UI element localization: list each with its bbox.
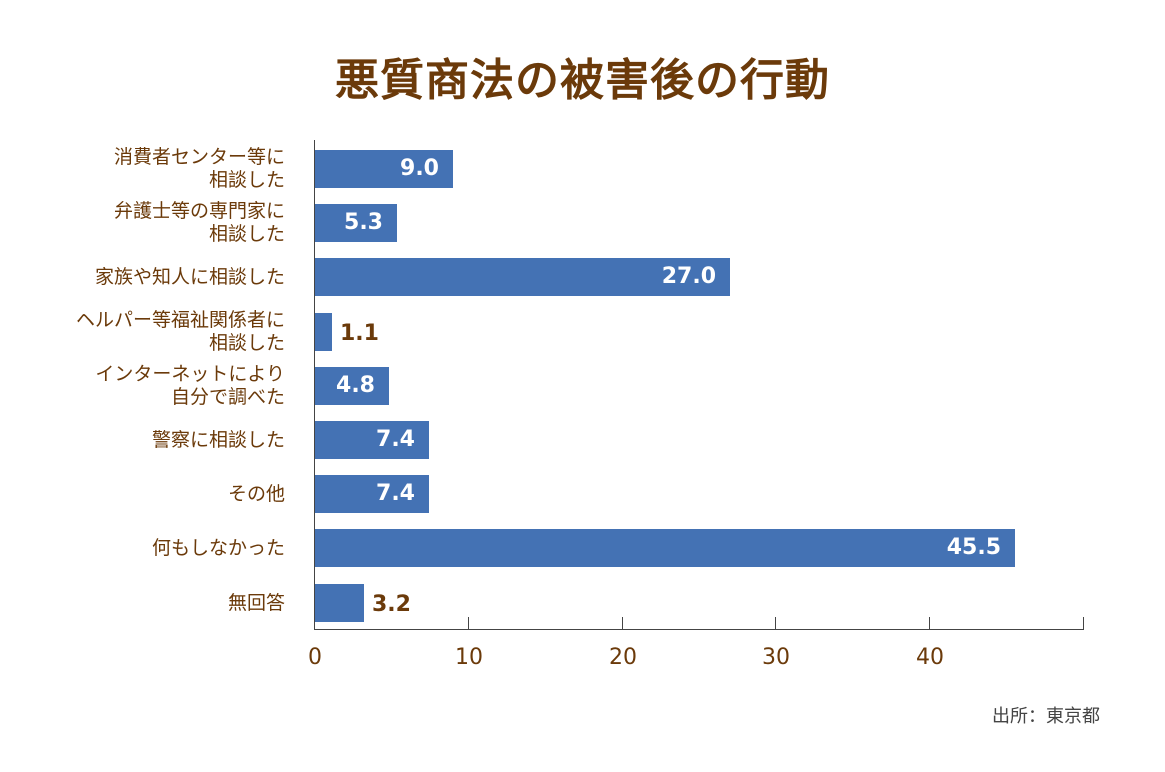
category-label: 無回答 xyxy=(227,591,285,614)
chart-title: 悪質商法の被害後の行動 xyxy=(335,55,830,106)
category-label: 何もしなかった xyxy=(151,536,285,559)
value-label: 1.1 xyxy=(340,321,379,346)
value-label: 7.4 xyxy=(376,427,415,452)
category-label: その他 xyxy=(227,482,285,505)
y-axis-line xyxy=(314,140,315,630)
bar xyxy=(315,150,453,188)
bar xyxy=(315,529,1015,567)
value-label: 4.8 xyxy=(336,373,375,398)
x-tick xyxy=(775,617,776,629)
bar xyxy=(315,584,364,622)
bar xyxy=(315,313,332,351)
bar xyxy=(315,421,429,459)
value-label: 9.0 xyxy=(400,156,439,181)
x-axis-line xyxy=(314,629,1084,630)
value-label: 27.0 xyxy=(661,264,716,289)
value-label: 45.5 xyxy=(946,535,1001,560)
x-tick xyxy=(314,617,315,629)
x-tick xyxy=(1083,617,1084,629)
x-tick-label: 30 xyxy=(762,645,790,670)
value-label: 7.4 xyxy=(376,481,415,506)
x-tick xyxy=(929,617,930,629)
x-tick xyxy=(622,617,623,629)
x-tick-label: 0 xyxy=(308,645,322,670)
x-tick-label: 40 xyxy=(916,645,944,670)
x-tick-label: 10 xyxy=(455,645,483,670)
category-label: 家族や知人に相談した xyxy=(94,265,285,288)
category-label: インターネットにより 自分で調べた xyxy=(95,363,285,408)
bar xyxy=(315,367,389,405)
category-label: ヘルパー等福祉関係者に 相談した xyxy=(75,309,285,354)
category-label: 消費者センター等に 相談した xyxy=(113,146,285,191)
category-label: 弁護士等の専門家に 相談した xyxy=(113,200,285,245)
category-label: 警察に相談した xyxy=(151,428,285,451)
x-tick-label: 20 xyxy=(609,645,637,670)
bar xyxy=(315,204,397,242)
bar xyxy=(315,258,730,296)
bar xyxy=(315,475,429,513)
source-note: 出所：東京都 xyxy=(992,706,1100,727)
value-label: 3.2 xyxy=(372,592,411,617)
value-label: 5.3 xyxy=(344,210,383,235)
x-tick xyxy=(468,617,469,629)
